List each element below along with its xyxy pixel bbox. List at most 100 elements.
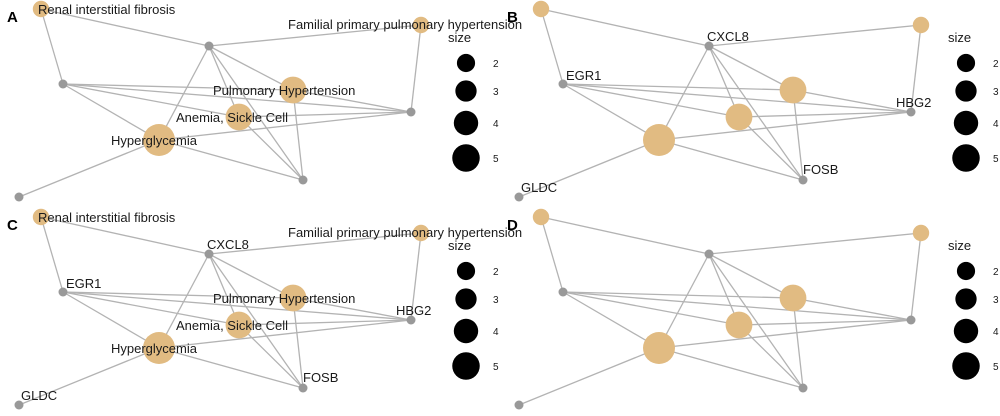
edge-egr1-ph <box>562 83 794 91</box>
node-familial <box>412 16 430 34</box>
label-hyper: Hyperglycemia <box>111 341 198 356</box>
legend-title: size <box>448 30 471 45</box>
edge-hyper-hbg2 <box>158 111 412 141</box>
legend-title: size <box>948 238 971 253</box>
edge-hyper-gldc <box>518 347 660 406</box>
legend-value-3: 3 <box>993 295 999 306</box>
edge-hyper-fosb <box>158 139 304 181</box>
node-gldc <box>14 192 24 202</box>
edges <box>18 216 422 406</box>
label-hyper: Hyperglycemia <box>111 133 198 148</box>
legend-dot-5 <box>452 352 480 380</box>
legend-value-5: 5 <box>493 154 499 165</box>
edge-cxcl8-hyper <box>158 253 210 349</box>
node-familial <box>412 224 430 242</box>
edge-familial-cxcl8 <box>208 24 422 47</box>
legend-dot-4 <box>453 110 479 136</box>
label-gldc: GLDC <box>21 388 57 403</box>
edge-egr1-hyper <box>62 83 160 141</box>
edge-familial-hbg2 <box>410 24 422 113</box>
legend-dot-4 <box>953 318 979 344</box>
node-labels: Renal interstitial fibrosis Familial prim… <box>21 210 522 403</box>
legend-value-5: 5 <box>993 362 999 373</box>
edge-renal-cxcl8 <box>540 216 710 255</box>
edge-cxcl8-hyper <box>658 45 710 141</box>
edges <box>18 8 422 198</box>
edge-hyper-hbg2 <box>658 111 912 141</box>
node-ph <box>279 76 307 104</box>
edge-hyper-fosb <box>658 347 804 389</box>
label-renal: Renal interstitial fibrosis <box>38 2 176 17</box>
legend-value-4: 4 <box>993 119 999 130</box>
legend-dot-5 <box>952 352 980 380</box>
node-hbg2 <box>406 107 416 117</box>
panel-letter: D <box>507 217 518 234</box>
legend-value-3: 3 <box>493 295 499 306</box>
size-legend: size 2 3 4 5 <box>948 238 999 380</box>
node-ph <box>779 284 807 312</box>
legend-value-2: 2 <box>493 59 499 70</box>
label-gldc: GLDC <box>521 180 557 195</box>
node-gldc <box>514 400 524 410</box>
edge-anemia-fosb <box>238 324 304 389</box>
legend-value-5: 5 <box>493 362 499 373</box>
node-renal <box>32 0 50 18</box>
node-egr1 <box>58 287 68 297</box>
edge-hyper-hbg2 <box>158 319 412 349</box>
edge-anemia-hbg2 <box>238 111 412 118</box>
node-egr1 <box>558 79 568 89</box>
node-cxcl8 <box>204 249 214 259</box>
panel-a: Renal interstitial fibrosis Familial prim… <box>7 0 522 202</box>
edge-anemia-fosb <box>238 116 304 181</box>
edge-renal-cxcl8 <box>40 8 210 47</box>
edge-familial-hbg2 <box>910 24 922 113</box>
edge-renal-cxcl8 <box>40 216 210 255</box>
edge-cxcl8-ph <box>208 45 294 91</box>
edge-egr1-hbg2 <box>562 83 912 113</box>
node-fosb <box>798 383 808 393</box>
edge-egr1-hbg2 <box>62 291 412 321</box>
node-egr1 <box>58 79 68 89</box>
edge-renal-cxcl8 <box>540 8 710 47</box>
edge-cxcl8-hyper <box>658 253 710 349</box>
edge-egr1-anemia <box>62 83 240 118</box>
nodes <box>514 0 930 202</box>
edge-ph-hbg2 <box>292 297 412 321</box>
legend-value-4: 4 <box>493 327 499 338</box>
node-anemia <box>225 311 253 339</box>
label-anemia: Anemia, Sickle Cell <box>176 110 288 125</box>
edge-cxcl8-fosb <box>708 45 804 181</box>
edge-egr1-hyper <box>562 83 660 141</box>
edge-hyper-hbg2 <box>658 319 912 349</box>
nodes <box>514 208 930 410</box>
edge-egr1-hbg2 <box>62 83 412 113</box>
legend-dot-2 <box>956 53 976 73</box>
legend-value-2: 2 <box>993 59 999 70</box>
edge-renal-egr1 <box>540 216 564 293</box>
edge-ph-fosb <box>792 297 804 389</box>
node-renal <box>532 0 550 18</box>
node-anemia <box>725 103 753 131</box>
node-anemia <box>225 103 253 131</box>
edge-egr1-anemia <box>562 291 740 326</box>
edge-ph-hbg2 <box>292 89 412 113</box>
node-hyper <box>643 124 675 156</box>
edge-hyper-gldc <box>518 139 660 198</box>
node-hyper <box>143 124 175 156</box>
node-fosb <box>298 175 308 185</box>
edge-anemia-hbg2 <box>738 319 912 326</box>
legend-value-3: 3 <box>993 87 999 98</box>
node-ph <box>779 76 807 104</box>
node-gldc <box>14 400 24 410</box>
legend-dot-3 <box>955 80 977 102</box>
node-egr1 <box>558 287 568 297</box>
edge-egr1-hyper <box>562 291 660 349</box>
edge-anemia-fosb <box>738 116 804 181</box>
edge-familial-cxcl8 <box>208 232 422 255</box>
label-fosb: FOSB <box>303 370 338 385</box>
legend-value-5: 5 <box>993 154 999 165</box>
legend-dot-2 <box>956 261 976 281</box>
edge-cxcl8-ph <box>708 253 794 299</box>
edge-anemia-fosb <box>738 324 804 389</box>
